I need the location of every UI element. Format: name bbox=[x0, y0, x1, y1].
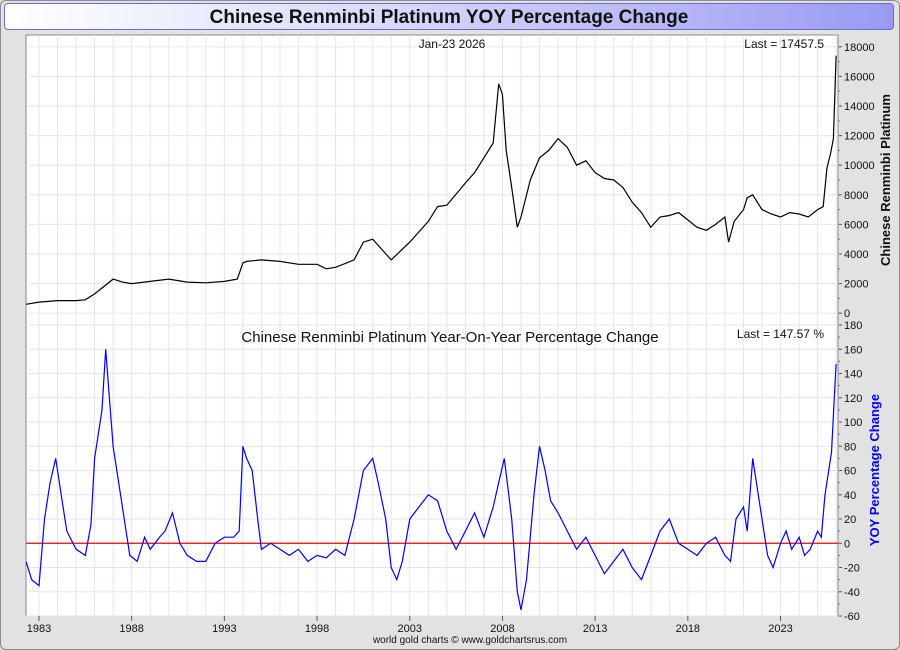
y-tick-label: 16000 bbox=[844, 71, 875, 83]
yoy-series-line bbox=[26, 349, 837, 611]
y-tick-label: 10000 bbox=[844, 160, 875, 172]
date-label: Jan-23 2026 bbox=[419, 37, 486, 51]
y-tick-label: 8000 bbox=[844, 190, 868, 202]
y-tick-label: 60 bbox=[844, 466, 856, 478]
y-tick-label: 80 bbox=[844, 441, 856, 453]
y-tick-label: 40 bbox=[844, 490, 856, 502]
yoy-axis-label: YOY Percentage Change bbox=[867, 394, 882, 546]
credit-text: world gold charts © www.goldchartsrus.co… bbox=[372, 635, 567, 646]
y-tick-label: -20 bbox=[844, 563, 860, 575]
y-tick-label: 18000 bbox=[844, 42, 875, 54]
y-tick-label: 100 bbox=[844, 417, 862, 429]
y-tick-label: 4000 bbox=[844, 249, 868, 261]
x-tick-label: 1988 bbox=[119, 623, 143, 635]
tick-layer: 0 2000 4000 6000 8000 10000 12000 14000 16000 180… bbox=[27, 42, 875, 635]
y-tick-label: 0 bbox=[844, 308, 850, 320]
title-bar: Chinese Renminbi Platinum YOY Percentage… bbox=[4, 3, 894, 30]
y-tick-label: 120 bbox=[844, 393, 862, 405]
x-tick-label: 1983 bbox=[27, 623, 51, 635]
y-tick-label: 12000 bbox=[844, 131, 875, 143]
y-tick-label: 20 bbox=[844, 514, 856, 526]
x-tick-label: 2023 bbox=[768, 623, 792, 635]
y-tick-label: 2000 bbox=[844, 279, 868, 291]
x-tick-label: 2008 bbox=[490, 623, 514, 635]
grid-layer bbox=[26, 35, 838, 617]
y-tick-label: 6000 bbox=[844, 219, 868, 231]
price-last-label: Last = 17457.5 bbox=[744, 37, 824, 51]
y-tick-label: 0 bbox=[844, 538, 850, 550]
x-tick-label: 1998 bbox=[305, 623, 329, 635]
price-panel bbox=[25, 34, 839, 326]
price-axis-label: Chinese Renminbi Platinum bbox=[878, 94, 893, 266]
x-tick-label: 2003 bbox=[398, 623, 422, 635]
chart-title: Chinese Renminbi Platinum YOY Percentage… bbox=[209, 7, 689, 28]
y-tick-label: 14000 bbox=[844, 101, 875, 113]
price-series-line bbox=[26, 55, 837, 305]
x-tick-label: 2018 bbox=[676, 623, 700, 635]
y-tick-label: 180 bbox=[844, 320, 862, 332]
price-series-group bbox=[26, 55, 837, 305]
y-tick-label: -40 bbox=[844, 587, 860, 599]
x-tick-label: 1993 bbox=[212, 623, 236, 635]
yoy-panel-title: Chinese Renminbi Platinum Year-On-Year P… bbox=[241, 329, 658, 346]
x-tick-label: 2013 bbox=[583, 623, 607, 635]
yoy-series-group bbox=[26, 349, 838, 611]
y-tick-label: 160 bbox=[844, 344, 862, 356]
yoy-last-label: Last = 147.57 % bbox=[737, 327, 824, 341]
y-tick-label: -60 bbox=[844, 611, 860, 623]
y-tick-label: 140 bbox=[844, 369, 862, 381]
